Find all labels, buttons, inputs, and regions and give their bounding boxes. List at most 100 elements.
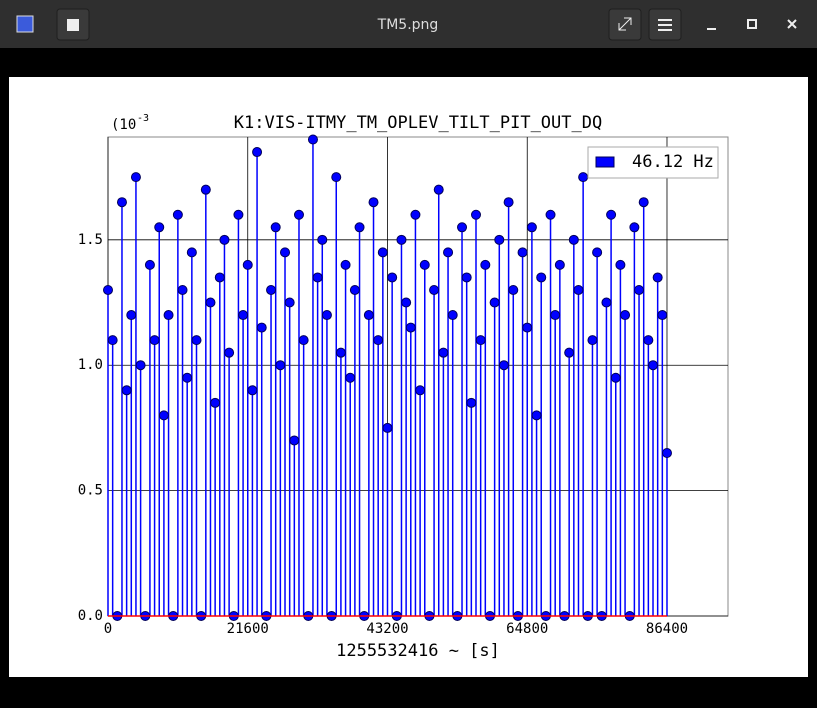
marker [638, 197, 649, 208]
marker [307, 134, 318, 145]
marker [578, 172, 589, 183]
marker [103, 284, 113, 295]
marker [438, 347, 449, 358]
marker [242, 259, 253, 270]
marker [396, 234, 407, 245]
marker [508, 284, 519, 295]
marker [443, 247, 454, 258]
marker [531, 410, 542, 421]
marker [573, 284, 584, 295]
x-tick-label: 64800 [506, 621, 548, 637]
marker [270, 222, 281, 233]
marker [643, 335, 654, 346]
legend-label: 46.12 Hz [632, 152, 714, 172]
marker [615, 259, 626, 270]
marker [601, 297, 612, 308]
marker [233, 209, 244, 220]
marker [373, 335, 384, 346]
marker [447, 310, 458, 321]
marker [154, 222, 165, 233]
marker [284, 297, 295, 308]
x-tick-label: 43200 [366, 621, 408, 637]
marker [648, 360, 659, 371]
marker [610, 372, 621, 383]
marker [275, 360, 286, 371]
marker [517, 247, 528, 258]
marker [526, 222, 537, 233]
marker [144, 259, 155, 270]
x-tick-label: 21600 [227, 621, 269, 637]
marker [331, 172, 342, 183]
marker [280, 247, 291, 258]
y-tick-label: 1.0 [78, 357, 103, 373]
marker [256, 322, 267, 333]
new-tab-icon [67, 19, 79, 31]
marker [657, 310, 668, 321]
y-scale-base: (10 [111, 117, 136, 133]
maximize-button[interactable] [747, 19, 757, 29]
chart-title: K1:VIS-ITMY_TM_OPLEV_TILT_PIT_OUT_DQ [234, 113, 602, 133]
marker [401, 297, 412, 308]
marker [503, 197, 514, 208]
close-button[interactable] [787, 19, 797, 29]
fullscreen-icon [618, 17, 632, 31]
x-axis-label: 1255532416 ~ [s] [336, 641, 500, 661]
marker [345, 372, 356, 383]
marker [266, 284, 277, 295]
marker [457, 222, 468, 233]
marker [429, 284, 440, 295]
marker [382, 422, 393, 433]
marker [126, 310, 137, 321]
marker [522, 322, 533, 333]
menu-icon [658, 19, 672, 31]
marker [247, 385, 258, 396]
marker [368, 197, 379, 208]
marker [550, 310, 561, 321]
marker [293, 209, 304, 220]
marker [606, 209, 617, 220]
marker [433, 184, 444, 195]
marker [466, 397, 477, 408]
legend-swatch [595, 156, 615, 168]
marker [158, 410, 169, 421]
marker [210, 397, 221, 408]
marker [205, 297, 216, 308]
marker [177, 284, 188, 295]
plot: 0 21600 43200 64800 86400 0.0 0.5 1.0 1.5 46.12 H… [78, 134, 728, 637]
marker [387, 272, 398, 283]
marker [545, 209, 556, 220]
y-tick-label: 1.5 [78, 232, 103, 248]
marker [634, 284, 645, 295]
marker [214, 272, 225, 283]
marker [298, 335, 309, 346]
marker [419, 259, 430, 270]
marker [135, 360, 146, 371]
marker [498, 360, 509, 371]
marker [219, 234, 230, 245]
window-title: TM5.png [377, 17, 439, 33]
marker [410, 209, 421, 220]
marker [312, 272, 323, 283]
marker [182, 372, 193, 383]
marker [349, 284, 360, 295]
marker [317, 234, 328, 245]
y-tick-label: 0.0 [78, 608, 103, 624]
marker [252, 147, 263, 158]
marker [172, 209, 183, 220]
marker [536, 272, 547, 283]
marker [107, 335, 118, 346]
marker [224, 347, 235, 358]
marker [289, 435, 300, 446]
y-tick-label: 0.5 [78, 483, 103, 499]
marker [363, 310, 374, 321]
marker [149, 335, 160, 346]
marker [652, 272, 663, 283]
marker [354, 222, 365, 233]
marker [335, 347, 346, 358]
marker [405, 322, 416, 333]
marker [377, 247, 388, 258]
marker [480, 259, 491, 270]
marker [191, 335, 202, 346]
